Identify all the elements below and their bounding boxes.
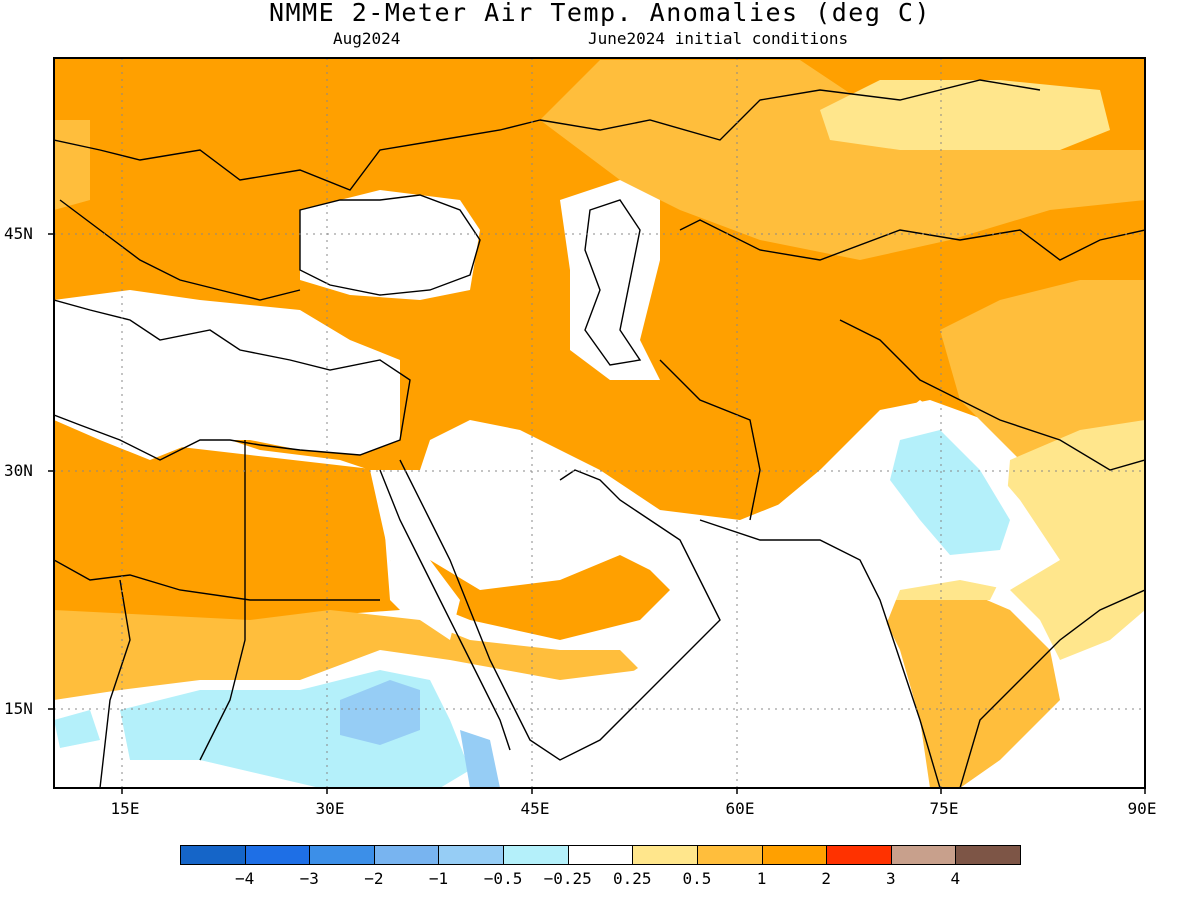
colorbar-label: −4 bbox=[234, 869, 255, 888]
colorbar-label: 0.25 bbox=[613, 869, 652, 888]
colorbar-swatch bbox=[309, 845, 376, 865]
anomaly-region-moderate-india bbox=[870, 580, 1060, 788]
neutral-region-caspian bbox=[560, 180, 660, 380]
graticule bbox=[54, 58, 1145, 788]
anomaly-region-africa-warm bbox=[54, 420, 400, 640]
cool-region-ethiopia bbox=[460, 730, 500, 788]
anomaly-region-moderate-africa bbox=[54, 610, 640, 700]
colorbar-label: −0.5 bbox=[483, 869, 523, 888]
neutral-region-black-sea bbox=[300, 190, 480, 300]
y-tick-label: 30N bbox=[4, 461, 33, 480]
colorbar-swatch bbox=[244, 845, 311, 865]
y-tick-label: 15N bbox=[4, 699, 33, 718]
x-tick-label: 15E bbox=[110, 799, 140, 818]
anomaly-region-slight-east bbox=[1000, 420, 1145, 660]
forecast-month: Aug2024 bbox=[333, 29, 401, 48]
colorbar-swatch bbox=[632, 845, 699, 865]
colorbar-swatch bbox=[890, 845, 957, 865]
y-tick-label: 45N bbox=[4, 224, 33, 243]
anomaly-region-slight-north bbox=[820, 80, 1110, 150]
neutral-region-red-sea bbox=[370, 470, 460, 640]
colorbar-label: −2 bbox=[364, 869, 384, 888]
x-tick-label: 60E bbox=[725, 799, 755, 818]
x-tick-label: 45E bbox=[520, 799, 550, 818]
colorbar-label: −0.25 bbox=[543, 869, 592, 888]
cool-region-africa-west bbox=[54, 710, 100, 748]
colorbar-label: −1 bbox=[428, 869, 449, 888]
anomaly-region-moderate-west bbox=[54, 120, 90, 210]
colorbar-swatch bbox=[955, 845, 1022, 865]
colorbar-label: 1 bbox=[756, 869, 767, 888]
cool-region-india bbox=[890, 430, 1010, 555]
colorbar-label: 3 bbox=[885, 869, 896, 888]
colorbar-swatch bbox=[761, 845, 828, 865]
x-tick-label: 75E bbox=[929, 799, 959, 818]
colorbar-swatch bbox=[567, 845, 634, 865]
colorbar-label: 0.5 bbox=[682, 869, 712, 888]
anomaly-region-moderate-north bbox=[540, 60, 1145, 260]
cool-region-africa-strong bbox=[340, 680, 420, 745]
coastlines bbox=[54, 79, 1145, 788]
x-tick-label: 30E bbox=[315, 799, 345, 818]
colorbar-swatch bbox=[180, 845, 247, 865]
x-tick-label: 90E bbox=[1127, 799, 1157, 818]
colorbar-swatch bbox=[503, 845, 570, 865]
map-title: NMME 2-Meter Air Temp. Anomalies (deg C) bbox=[268, 0, 932, 27]
map-frame bbox=[53, 57, 1146, 789]
colorbar-swatch bbox=[696, 845, 764, 865]
colorbar-swatch bbox=[373, 845, 440, 865]
colorbar-label: 2 bbox=[821, 869, 831, 888]
colorbar-label: 4 bbox=[950, 869, 961, 888]
colorbar-swatch bbox=[438, 845, 505, 865]
initial-conditions: June2024 initial conditions bbox=[588, 29, 849, 48]
colorbar-label: −3 bbox=[299, 869, 319, 888]
axis-ticks bbox=[48, 233, 1146, 794]
colorbar-swatch bbox=[826, 845, 893, 865]
neutral-region-mediterranean bbox=[54, 290, 400, 460]
